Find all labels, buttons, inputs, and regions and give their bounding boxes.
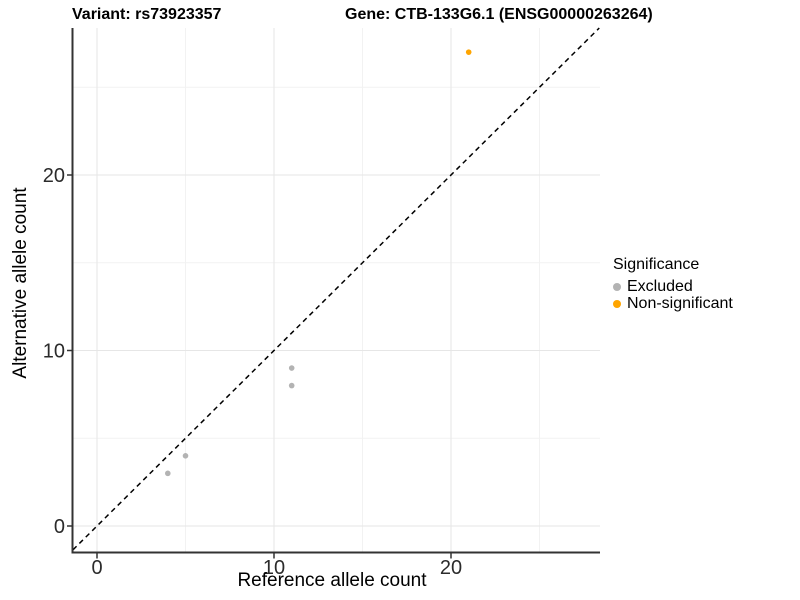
legend-dot-icon xyxy=(613,299,621,308)
x-tick-label: 10 xyxy=(263,557,285,579)
legend-title: Significance xyxy=(613,256,700,273)
legend-dot-icon xyxy=(613,282,621,291)
x-tick-label: 20 xyxy=(440,557,462,579)
major-gridlines xyxy=(73,28,600,553)
data-point-excluded xyxy=(165,470,171,477)
legend-items: Excluded Non-significant xyxy=(613,278,733,312)
axis-tick-marks xyxy=(67,174,452,559)
data-point-excluded xyxy=(288,382,295,389)
gene-title: Gene: CTB-133G6.1 (ENSG00000263264) xyxy=(345,6,653,23)
legend-item-label: Excluded xyxy=(627,277,693,295)
identity-line xyxy=(72,27,600,551)
identity-reference-line xyxy=(72,27,600,551)
data-point-excluded xyxy=(288,365,295,371)
data-point-excluded xyxy=(182,453,189,459)
axis-tick-labels: 0 10 20 0 10 20 xyxy=(43,165,462,579)
x-axis-label: Reference allele count xyxy=(237,570,427,591)
legend-item: Non-significant xyxy=(613,295,733,312)
data-point-non-significant xyxy=(465,49,472,55)
y-axis-label: Alternative allele count xyxy=(10,187,31,379)
y-tick-label: 20 xyxy=(43,165,65,187)
axis-lines xyxy=(71,28,600,554)
legend: Significance Excluded Non-significant xyxy=(613,255,733,312)
x-tick-label: 0 xyxy=(91,557,102,579)
y-tick-label: 0 xyxy=(54,516,65,538)
minor-gridlines xyxy=(73,28,600,553)
data-points-layer xyxy=(165,49,472,477)
legend-item-label: Non-significant xyxy=(627,294,733,312)
legend-item: Excluded xyxy=(613,278,733,295)
y-tick-label: 10 xyxy=(43,341,65,363)
variant-title: Variant: rs73923357 xyxy=(72,6,222,23)
